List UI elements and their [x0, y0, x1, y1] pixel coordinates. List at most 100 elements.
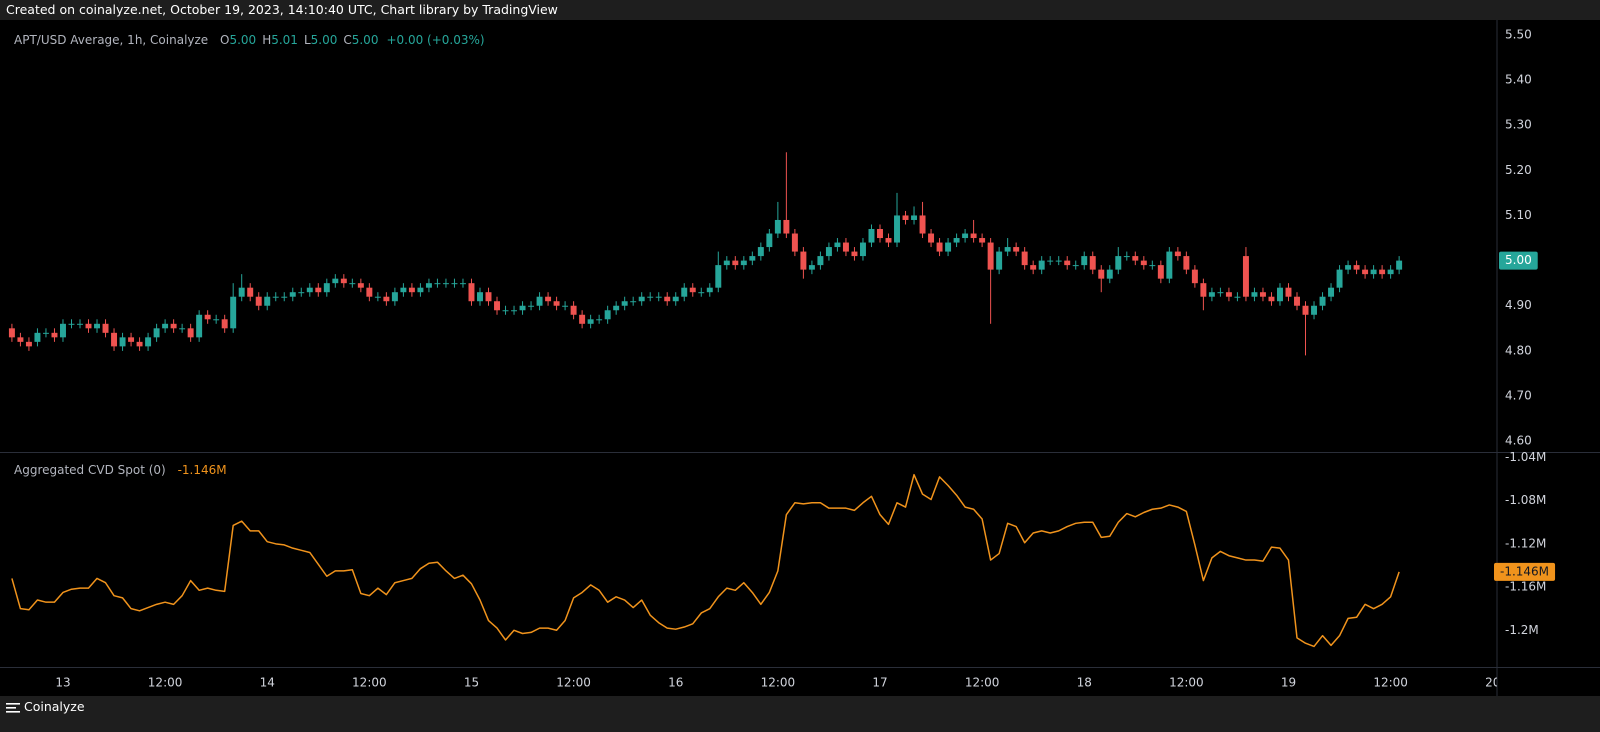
candle-body	[400, 287, 407, 293]
last-value-label: -1.146M	[1500, 564, 1549, 578]
candle-body	[1132, 256, 1139, 261]
candle-body	[928, 233, 935, 243]
candle-body	[1234, 296, 1241, 298]
x-tick-label: 19	[1281, 676, 1296, 690]
candle-body	[494, 301, 500, 311]
candle-body	[25, 341, 32, 347]
legend-title: Aggregated CVD Spot (0)	[14, 463, 166, 477]
candle-body	[315, 287, 322, 293]
y-tick-label: 4.90	[1505, 298, 1532, 312]
candle-body	[706, 287, 713, 293]
y2-tick-label: -1.04M	[1505, 450, 1546, 464]
candle-body	[1387, 269, 1394, 275]
candle-body	[213, 319, 220, 321]
legend-change: +0.00 (+0.03%)	[386, 33, 485, 47]
candle-body	[1336, 269, 1343, 288]
candle-body	[1345, 265, 1352, 270]
x-tick-label: 18	[1077, 676, 1092, 690]
candle-body	[264, 296, 271, 306]
candle-body	[383, 296, 390, 302]
candle-body	[664, 296, 671, 302]
y-tick-label: 5.40	[1505, 73, 1532, 87]
candle-body	[1379, 269, 1386, 275]
candle-body	[553, 301, 560, 306]
candle-body	[196, 314, 203, 338]
candle-body	[1370, 269, 1377, 275]
candle-body	[8, 328, 15, 338]
candle-body	[885, 238, 892, 243]
candle-body	[1200, 283, 1207, 297]
candle-body	[732, 260, 739, 266]
candle-body	[1081, 256, 1088, 266]
candle-body	[647, 296, 654, 298]
candle-body	[587, 319, 594, 324]
candle-body	[1013, 247, 1020, 252]
candle-body	[842, 242, 849, 252]
candle-body	[859, 242, 866, 257]
candle-body	[179, 328, 186, 330]
candle-body	[153, 328, 160, 338]
x-tick-label: 12:00	[1373, 676, 1408, 690]
candle-body	[638, 296, 645, 302]
candle-body	[511, 310, 518, 312]
candle-body	[774, 219, 781, 234]
candle-body	[757, 247, 764, 257]
candle-body	[562, 305, 569, 307]
candle-body	[1268, 296, 1275, 302]
candle-body	[204, 314, 211, 320]
candle-body	[1064, 260, 1071, 266]
legend-key: C	[343, 33, 352, 47]
candle-body	[1319, 296, 1326, 306]
x-tick-label: 15	[464, 676, 479, 690]
x-tick-label: 17	[872, 676, 887, 690]
candle-body	[783, 219, 790, 234]
logo	[6, 703, 20, 713]
candle-body	[162, 323, 169, 329]
candle-body	[128, 337, 135, 342]
candle-body	[1285, 287, 1292, 297]
y-tick-label: 4.80	[1505, 343, 1532, 357]
legend-value: 5.00	[351, 33, 379, 47]
candle-body	[468, 283, 475, 302]
candle-body	[340, 278, 347, 284]
candle-body	[1311, 305, 1318, 315]
candle-body	[111, 332, 118, 347]
y-tick-label: 4.70	[1505, 389, 1532, 403]
candle-body	[289, 292, 296, 297]
candle-body	[230, 296, 237, 329]
candle-body	[1115, 256, 1122, 270]
candle-body	[77, 323, 83, 325]
candle-body	[894, 215, 900, 243]
candle-body	[306, 287, 313, 293]
candle-body	[1328, 287, 1335, 297]
price-axis: 5.50 5.40 5.30 5.20 5.10 5.00 4.90 4.80 4.70 4.60…	[1494, 27, 1556, 637]
legend-title: APT/USD Average, 1h, Coinalyze	[14, 33, 209, 47]
candle-body	[604, 310, 611, 320]
candle-body	[817, 256, 824, 266]
y2-tick-label: -1.16M	[1505, 580, 1546, 594]
legend-key: O	[220, 33, 230, 47]
candle-body	[936, 242, 943, 252]
candle-body	[996, 251, 1003, 270]
candle-body	[136, 341, 143, 347]
candle-body	[391, 292, 398, 302]
candle-body	[987, 242, 994, 270]
candle-body	[1277, 287, 1283, 302]
x-tick-label: 16	[668, 676, 683, 690]
candle-body	[34, 332, 41, 342]
candle-body	[528, 305, 535, 307]
candle-body	[1294, 296, 1300, 306]
y2-tick-label: -1.08M	[1505, 493, 1546, 507]
x-tick-label: 14	[260, 676, 275, 690]
candle-body	[1259, 292, 1266, 297]
legend-key: L	[303, 33, 311, 47]
candle-body	[851, 251, 858, 257]
candle-body	[374, 296, 381, 298]
candle-body	[442, 283, 449, 285]
candle-body	[1362, 269, 1369, 275]
x-tick-label: 13	[55, 676, 70, 690]
candle-body	[834, 242, 841, 248]
cvd-line	[11, 473, 1400, 648]
